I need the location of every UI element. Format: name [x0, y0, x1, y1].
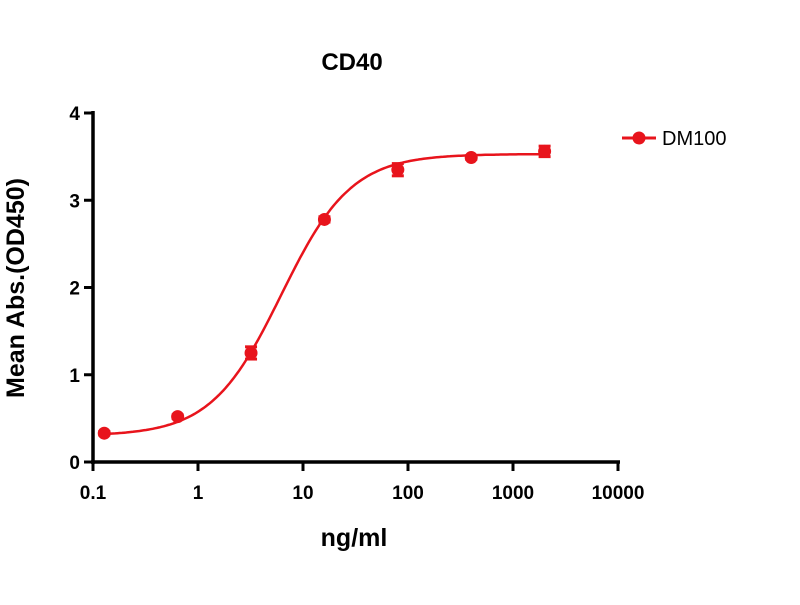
data-point [171, 410, 185, 424]
y-tick-label: 3 [69, 191, 80, 212]
x-tick-label: 10000 [592, 483, 645, 504]
x-tick-label: 10 [292, 483, 313, 504]
data-point [317, 212, 331, 226]
x-axis-label: ng/ml [321, 524, 388, 552]
y-tick-label: 4 [69, 104, 80, 125]
axes: 0.1 1 10 100 1000 10000 0 1 2 3 4 [69, 104, 644, 504]
y-tick-label: 1 [69, 366, 80, 387]
x-tick-label: 1 [193, 483, 204, 504]
y-tick-label: 0 [69, 453, 80, 474]
data-point [464, 150, 478, 164]
fit-curve [104, 152, 545, 436]
data-point [538, 144, 552, 158]
chart-title: CD40 [321, 49, 382, 76]
x-tick-label: 1000 [492, 483, 534, 504]
data-point [97, 426, 111, 440]
plot-area [97, 144, 552, 440]
data-point [244, 346, 258, 360]
x-tick-label: 100 [392, 483, 424, 504]
data-point [391, 163, 405, 177]
legend-marker [632, 131, 646, 145]
legend: DM100 [622, 128, 726, 150]
y-tick-label: 2 [69, 279, 80, 300]
legend-label: DM100 [662, 128, 726, 150]
y-axis-label: Mean Abs.(OD450) [2, 178, 30, 398]
x-tick-label: 0.1 [80, 483, 107, 504]
